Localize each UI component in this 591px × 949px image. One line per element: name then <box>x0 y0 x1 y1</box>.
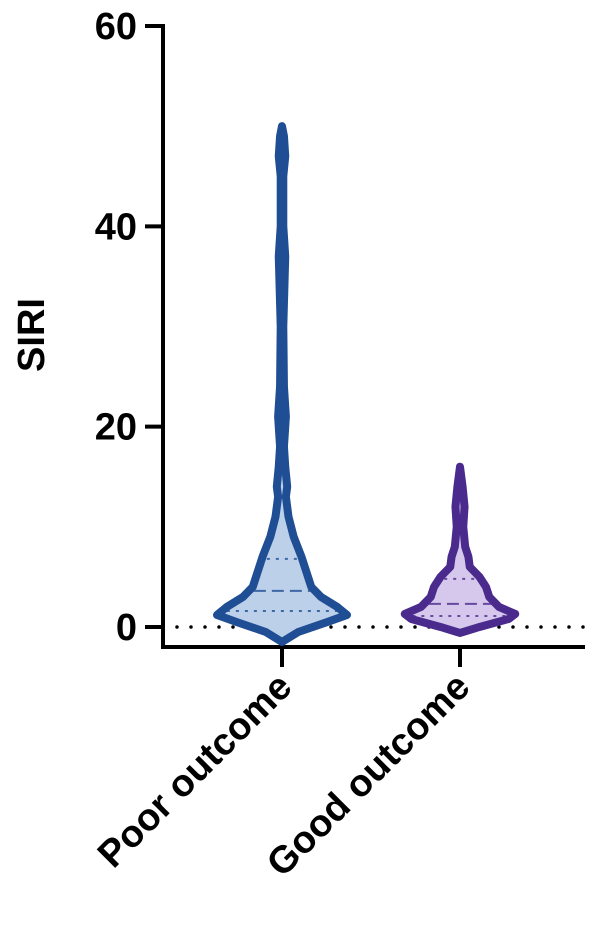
y-tick-label: 20 <box>95 407 137 449</box>
y-tick-label: 0 <box>116 607 137 649</box>
violin <box>400 462 520 637</box>
y-tick-label: 60 <box>95 6 137 48</box>
y-tick-label: 40 <box>95 206 137 248</box>
violin <box>213 122 351 646</box>
y-axis-label: SIRI <box>11 298 53 372</box>
